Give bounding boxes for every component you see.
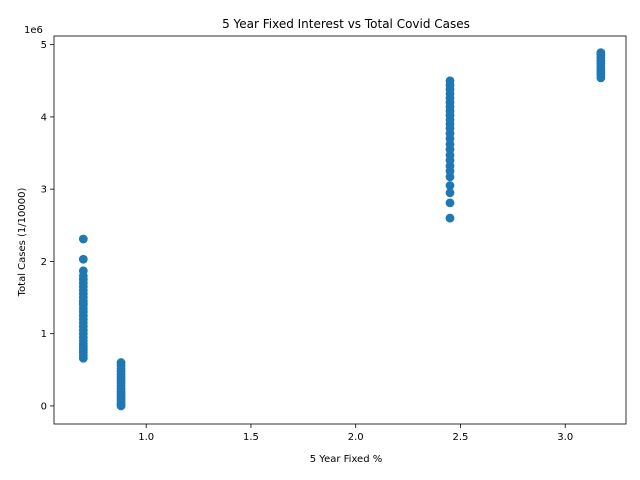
data-point-81 xyxy=(596,48,606,58)
y-axis-label: Total Cases (1/10000) xyxy=(17,188,28,298)
y-tick-label: 0 xyxy=(41,401,47,412)
x-tick-label: 3.0 xyxy=(557,432,573,443)
y-tick-label: 2 xyxy=(41,257,47,268)
x-axis: 1.0 1.5 2.0 2.5 3.0 xyxy=(138,424,573,443)
y-tick-label: 3 xyxy=(41,185,47,196)
x-tick-label: 1.0 xyxy=(138,432,154,443)
data-point-49 xyxy=(445,188,455,198)
axes-frame xyxy=(53,35,627,425)
points-layer xyxy=(78,48,606,411)
data-point-28 xyxy=(78,234,88,244)
x-tick-label: 2.5 xyxy=(453,432,469,443)
data-point-50 xyxy=(445,181,455,190)
x-tick-label: 2.0 xyxy=(348,432,364,443)
data-point-46 xyxy=(116,358,126,367)
y-tick-label: 5 xyxy=(41,40,47,51)
y-offset-text: 1e6 xyxy=(24,25,43,36)
data-point-47 xyxy=(445,213,455,223)
data-point-27 xyxy=(78,254,88,264)
plot-area xyxy=(53,35,627,425)
data-point-26 xyxy=(78,266,88,276)
data-point-48 xyxy=(445,198,455,208)
chart-title: 5 Year Fixed Interest vs Total Covid Cas… xyxy=(222,17,470,31)
x-tick-label: 1.5 xyxy=(243,432,259,443)
x-axis-label: 5 Year Fixed % xyxy=(310,454,383,465)
y-axis: 0 1 2 3 4 5 xyxy=(41,40,54,412)
y-tick-label: 4 xyxy=(41,112,47,123)
data-point-71 xyxy=(445,76,455,86)
y-tick-label: 1 xyxy=(41,329,47,340)
